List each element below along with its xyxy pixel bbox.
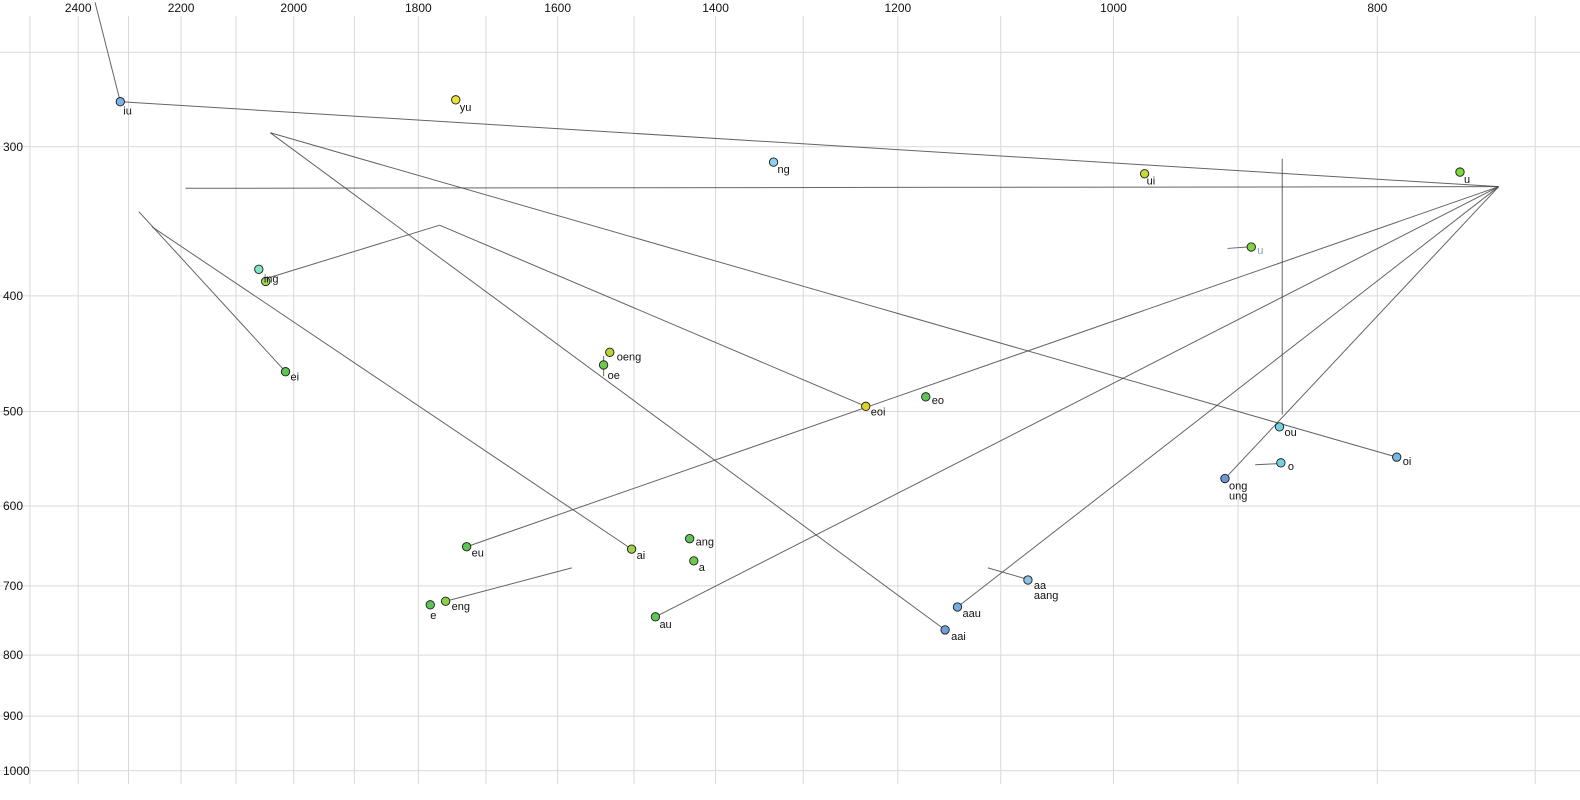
x-tick-label: 2200 — [168, 1, 195, 15]
point-label-o: o — [1288, 461, 1294, 473]
data-point-ing — [254, 264, 264, 274]
x-tick-label: 1800 — [405, 1, 432, 15]
data-point-ou — [1274, 422, 1285, 432]
point-label-a: a — [699, 562, 706, 574]
point-label-ui: ui — [1147, 176, 1156, 188]
point-label-oeng: oeng — [617, 351, 641, 363]
trajectory-line — [94, 2, 121, 102]
trajectory-line — [1224, 186, 1500, 479]
data-point-eu — [461, 542, 472, 552]
trajectory-line — [1227, 246, 1248, 249]
point-label-aai: aai — [951, 631, 966, 643]
point-label-ong: ong — [1229, 481, 1247, 493]
trajectory-line — [260, 224, 440, 281]
data-point-au — [650, 612, 661, 622]
data-point-oe — [598, 360, 609, 370]
data-point-ong — [1220, 473, 1230, 484]
data-point-o — [1276, 458, 1286, 468]
point-label-aau: aau — [962, 608, 980, 620]
point-label-u: u — [1464, 174, 1470, 186]
data-point-u — [1246, 242, 1256, 252]
y-tick-label: 300 — [3, 140, 23, 154]
point-label-ang: ang — [696, 537, 714, 549]
point-label-eng: eng — [452, 601, 470, 613]
data-point-aau — [952, 602, 963, 612]
data-point-ang — [685, 534, 695, 544]
data-point-yu — [451, 95, 461, 105]
data-point-ei — [280, 367, 291, 377]
x-tick-label: 1400 — [702, 1, 729, 15]
y-tick-label: 1000 — [3, 764, 30, 778]
trajectory-line — [445, 567, 572, 602]
trajectory-line — [120, 101, 1499, 188]
x-tick-label: 1600 — [544, 1, 571, 15]
x-tick-label: 2000 — [280, 1, 307, 15]
trajectory-line — [138, 211, 286, 373]
trajectory-line — [987, 567, 1025, 579]
point-label-au: au — [659, 619, 671, 631]
point-label-yu: yu — [460, 102, 472, 114]
trajectory-line — [957, 186, 1499, 608]
data-point-iu — [115, 97, 125, 107]
point-label-oi: oi — [1403, 456, 1412, 468]
point-label-ing: ing — [264, 273, 279, 285]
point-label-ung: ung — [1229, 491, 1247, 503]
point-label-iu: iu — [123, 106, 132, 118]
data-point-oi — [1392, 452, 1402, 462]
point-label-eoi: eoi — [871, 406, 886, 418]
data-point-aai — [940, 625, 950, 635]
y-tick-label: 500 — [3, 405, 23, 419]
point-label-ng: ng — [778, 164, 790, 176]
point-label-oe: oe — [608, 370, 620, 382]
point-label-aa: aa — [1034, 580, 1047, 592]
x-tick-label: 1200 — [884, 1, 911, 15]
data-point-ui — [1139, 169, 1150, 179]
point-label-ei: ei — [291, 372, 300, 384]
point-label-aang: aang — [1034, 590, 1058, 602]
point-label-ou: ou — [1284, 427, 1296, 439]
trajectory-line — [439, 224, 866, 407]
trajectory-line — [1255, 463, 1277, 466]
data-point-unlabeled — [261, 276, 271, 287]
x-tick-label: 1000 — [1100, 1, 1127, 15]
point-label-eo: eo — [932, 395, 944, 407]
trajectory-line — [270, 132, 1397, 458]
data-point-e — [425, 600, 435, 610]
y-tick-label: 900 — [3, 709, 23, 723]
y-tick-label: 400 — [3, 289, 23, 303]
point-label-ai: ai — [637, 550, 646, 562]
data-point-aa — [1023, 575, 1033, 585]
x-tick-label: 800 — [1367, 1, 1387, 15]
trajectory-line — [466, 186, 1499, 548]
data-point-eo — [921, 392, 931, 402]
y-tick-label: 700 — [3, 579, 23, 593]
data-point-ai — [626, 544, 637, 554]
data-point-ng — [768, 157, 779, 167]
trajectory-line — [185, 186, 1499, 189]
trajectory-line — [655, 186, 1499, 618]
data-point-eng — [440, 596, 451, 606]
data-point-a — [689, 556, 699, 566]
point-label-u: u — [1257, 245, 1263, 257]
point-label-eu: eu — [472, 548, 484, 560]
y-tick-label: 600 — [3, 499, 23, 513]
x-tick-label: 2400 — [65, 1, 92, 15]
y-tick-label: 800 — [3, 648, 23, 662]
data-point-oeng — [605, 347, 615, 357]
data-point-eoi — [861, 401, 871, 411]
trajectory-line — [270, 132, 946, 631]
point-label-e: e — [430, 610, 436, 622]
trajectory-line — [151, 226, 632, 550]
data-point-u — [1455, 167, 1465, 177]
